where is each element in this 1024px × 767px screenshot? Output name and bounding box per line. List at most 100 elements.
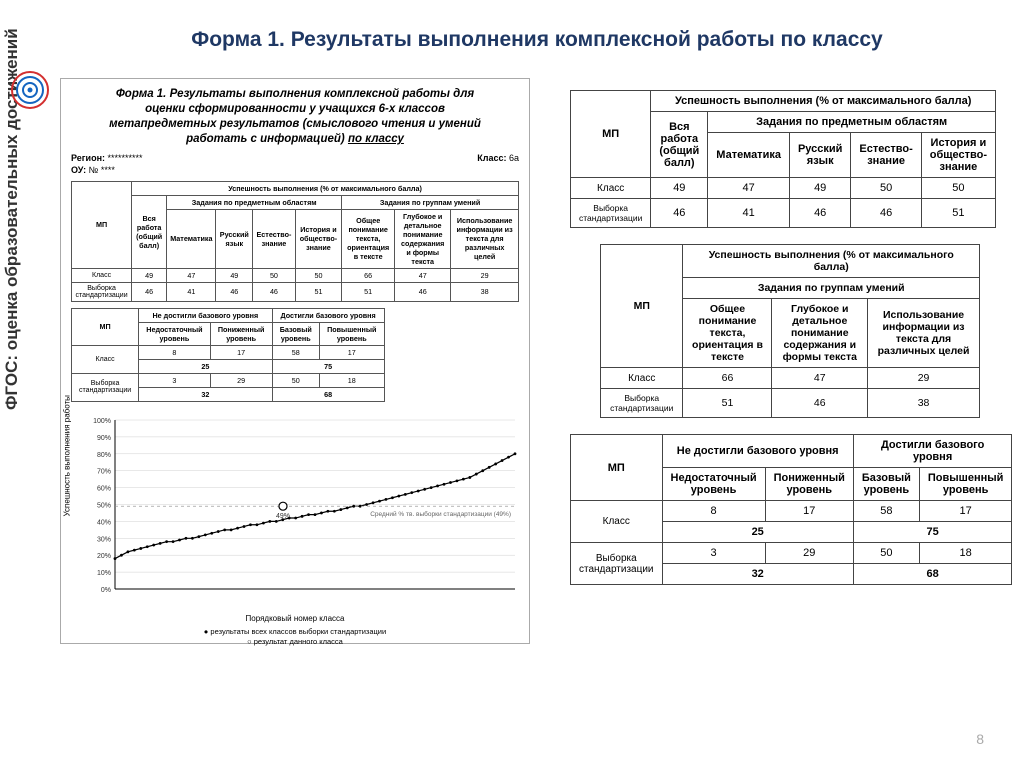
td: 49	[651, 178, 708, 199]
td: 50	[921, 178, 995, 199]
th: Недостаточный уровень	[139, 322, 211, 345]
td: 46	[253, 282, 296, 301]
td: 58	[272, 345, 319, 359]
t: № ****	[89, 165, 115, 175]
th: Вся работа (общий балл)	[651, 112, 708, 178]
td: 75	[927, 526, 939, 538]
t: результаты всех классов выборки стандарт…	[210, 627, 386, 636]
td: 46	[651, 199, 708, 228]
th: Математика	[167, 209, 216, 268]
th: МП	[571, 435, 663, 501]
t: результат данного класса	[254, 637, 343, 646]
td: 29	[210, 373, 272, 387]
th: Не достигли базового уровня	[662, 435, 853, 468]
t: оценки сформированности у учащихся 6-х к…	[145, 103, 445, 115]
t: метапредметных результатов (смыслового ч…	[109, 118, 481, 130]
th: Повышенный уровень	[319, 322, 384, 345]
td: 47	[395, 268, 451, 282]
t: **********	[108, 153, 143, 163]
legend-dot-icon: ●	[204, 627, 209, 636]
th: МП	[72, 308, 139, 345]
th: Достигли базового уровня	[853, 435, 1012, 468]
region-line: Регион: ********** Класс: 6а	[71, 153, 519, 163]
td: 46	[851, 199, 921, 228]
td: 47	[772, 368, 868, 389]
svg-text:49%: 49%	[276, 513, 290, 520]
th: МП	[601, 245, 683, 368]
td: 25	[752, 526, 764, 538]
td: Выборка стандартизации	[571, 543, 663, 585]
td: 51	[342, 282, 395, 301]
td: 51	[295, 282, 341, 301]
td: 17	[319, 345, 384, 359]
td: 38	[451, 282, 519, 301]
svg-text:80%: 80%	[97, 452, 111, 459]
th: Пониженный уровень	[210, 322, 272, 345]
td: 47	[167, 268, 216, 282]
ou-line: ОУ: № ****	[71, 165, 519, 175]
th: МП	[571, 91, 651, 178]
svg-text:0%: 0%	[101, 587, 111, 594]
td: 41	[708, 199, 790, 228]
th: Повышенный уровень	[919, 468, 1012, 501]
th: Вся работа (общий балл)	[132, 195, 167, 268]
td: 51	[921, 199, 995, 228]
t: ОУ:	[71, 165, 86, 175]
td: 29	[765, 543, 853, 564]
th: История и общество-знание	[295, 209, 341, 268]
th: Русский язык	[216, 209, 253, 268]
t: Класс:	[477, 153, 506, 163]
th: Естество-знание	[253, 209, 296, 268]
td: 38	[868, 389, 980, 418]
td: Выборка стандартизации	[571, 199, 651, 228]
th: Математика	[708, 133, 790, 178]
form-subtitle: Форма 1. Результаты выполнения комплексн…	[71, 87, 519, 147]
td: Выборка стандартизации	[72, 282, 132, 301]
svg-text:50%: 50%	[97, 502, 111, 509]
td: 68	[324, 390, 332, 399]
td: 46	[789, 199, 850, 228]
td: 58	[853, 501, 919, 522]
td: 46	[132, 282, 167, 301]
td: Класс	[571, 501, 663, 543]
th: Базовый уровень	[853, 468, 919, 501]
td: 18	[919, 543, 1012, 564]
td: 8	[662, 501, 765, 522]
svg-text:40%: 40%	[97, 519, 111, 526]
td: 50	[253, 268, 296, 282]
th: Глубокое и детальное понимание содержани…	[772, 299, 868, 368]
td: 25	[201, 362, 209, 371]
th: Не достигли базового уровня	[139, 308, 272, 322]
left-table-2: МП Не достигли базового уровня Достигли …	[71, 308, 385, 402]
td: 18	[319, 373, 384, 387]
td: 68	[927, 568, 939, 580]
th: Естество-знание	[851, 133, 921, 178]
page-number: 8	[976, 731, 984, 747]
td: 17	[210, 345, 272, 359]
th: МП	[72, 181, 132, 268]
td: 46	[772, 389, 868, 418]
right-panel: МП Успешность выполнения (% от максималь…	[570, 90, 990, 601]
th: Задания по предметным областям	[708, 112, 996, 133]
td: Выборка стандартизации	[72, 373, 139, 401]
td: Класс	[571, 178, 651, 199]
td: 49	[216, 268, 253, 282]
td: 29	[868, 368, 980, 389]
chart-legend: ● результаты всех классов выборки станда…	[71, 627, 519, 648]
logo-icon	[10, 70, 50, 110]
td: 32	[752, 568, 764, 580]
right-table-1: МП Успешность выполнения (% от максималь…	[570, 90, 996, 228]
svg-text:20%: 20%	[97, 553, 111, 560]
th: Русский язык	[789, 133, 850, 178]
td: 17	[919, 501, 1012, 522]
td: 50	[295, 268, 341, 282]
td: 50	[851, 178, 921, 199]
th: Достигли базового уровня	[272, 308, 384, 322]
legend-circle-icon: ○	[247, 637, 252, 646]
td: 32	[201, 390, 209, 399]
th: Пониженный уровень	[765, 468, 853, 501]
svg-text:30%: 30%	[97, 536, 111, 543]
svg-text:10%: 10%	[97, 570, 111, 577]
th: Недостаточный уровень	[662, 468, 765, 501]
td: 46	[395, 282, 451, 301]
